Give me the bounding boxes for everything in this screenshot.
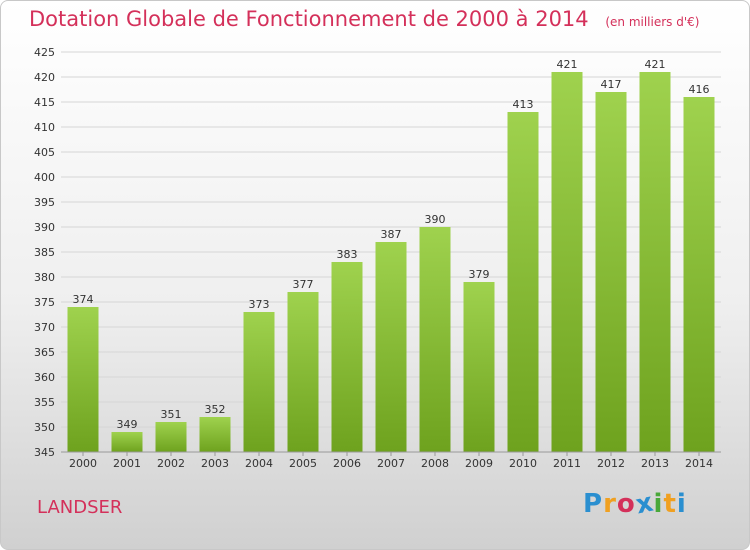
chart-title: Dotation Globale de Fonctionnement de 20… — [29, 7, 699, 31]
bar — [375, 242, 407, 452]
bar — [419, 227, 451, 452]
data-label: 351 — [161, 408, 182, 421]
y-tick-label: 405 — [34, 146, 55, 159]
x-tick-label: 2007 — [377, 457, 405, 470]
x-tick-label: 2009 — [465, 457, 493, 470]
y-tick-label: 350 — [34, 421, 55, 434]
x-tick-label: 2014 — [685, 457, 713, 470]
data-label: 379 — [469, 268, 490, 281]
y-tick-label: 425 — [34, 46, 55, 59]
bar — [463, 282, 495, 452]
y-tick-label: 365 — [34, 346, 55, 359]
bar — [331, 262, 363, 452]
x-tick-label: 2011 — [553, 457, 581, 470]
y-tick-label: 355 — [34, 396, 55, 409]
y-tick-label: 390 — [34, 221, 55, 234]
data-label: 413 — [513, 98, 534, 111]
y-tick-label: 400 — [34, 171, 55, 184]
logo-letter: t — [663, 489, 677, 519]
data-label: 377 — [293, 278, 314, 291]
unit-label: (en milliers d'€) — [605, 15, 700, 29]
data-label: 352 — [205, 403, 226, 416]
y-tick-label: 395 — [34, 196, 55, 209]
bars — [67, 72, 715, 452]
x-tick-label: 2000 — [69, 457, 97, 470]
y-tick-label: 345 — [34, 446, 55, 459]
data-label: 416 — [689, 83, 710, 96]
y-tick-label: 420 — [34, 71, 55, 84]
x-tick-label: 2005 — [289, 457, 317, 470]
data-label: 349 — [117, 418, 138, 431]
bar — [155, 422, 187, 452]
y-tick-label: 385 — [34, 246, 55, 259]
y-tick-label: 375 — [34, 296, 55, 309]
y-axis-ticks: 345 350 355 360 365 370 375 380 385 390 395 400 405 4… — [34, 46, 55, 459]
x-tick-label: 2012 — [597, 457, 625, 470]
bar — [243, 312, 275, 452]
y-tick-label: 370 — [34, 321, 55, 334]
bar — [595, 92, 627, 452]
data-label: 387 — [381, 228, 402, 241]
data-label: 421 — [557, 58, 578, 71]
data-labels: 374 349 351 352 373 377 383 387 390 379 413 421 417 4… — [73, 58, 710, 431]
bar — [287, 292, 319, 452]
logo-letter: i — [653, 489, 664, 519]
logo-letter: o — [616, 489, 636, 519]
x-tick-label: 2001 — [113, 457, 141, 470]
logo-letter: P — [583, 489, 604, 519]
y-tick-label: 380 — [34, 271, 55, 284]
data-label: 417 — [601, 78, 622, 91]
x-tick-label: 2006 — [333, 457, 361, 470]
bar — [683, 97, 715, 452]
x-tick-label: 2008 — [421, 457, 449, 470]
x-tick-label: 2003 — [201, 457, 229, 470]
x-tick-label: 2004 — [245, 457, 273, 470]
commune-name: LANDSER — [37, 497, 123, 518]
bar — [551, 72, 583, 452]
x-tick-label: 2013 — [641, 457, 669, 470]
x-tick-label: 2002 — [157, 457, 185, 470]
bar — [507, 112, 539, 452]
bar — [199, 417, 231, 452]
bar — [639, 72, 671, 452]
y-tick-label: 415 — [34, 96, 55, 109]
data-label: 374 — [73, 293, 94, 306]
data-label: 383 — [337, 248, 358, 261]
data-label: 421 — [645, 58, 666, 71]
proxiti-logo: Proxiti — [583, 487, 687, 520]
bar — [67, 307, 99, 452]
x-tick-label: 2010 — [509, 457, 537, 470]
title-text: Dotation Globale de Fonctionnement de 20… — [29, 7, 589, 31]
logo-letter: i — [676, 489, 687, 519]
y-tick-label: 410 — [34, 121, 55, 134]
x-axis-ticks: 2000 2001 2002 2003 2004 2005 2006 2007 2008 2009… — [69, 452, 713, 470]
logo-letter: r — [603, 489, 617, 519]
data-label: 390 — [425, 213, 446, 226]
y-tick-label: 360 — [34, 371, 55, 384]
bar — [111, 432, 143, 452]
data-label: 373 — [249, 298, 270, 311]
